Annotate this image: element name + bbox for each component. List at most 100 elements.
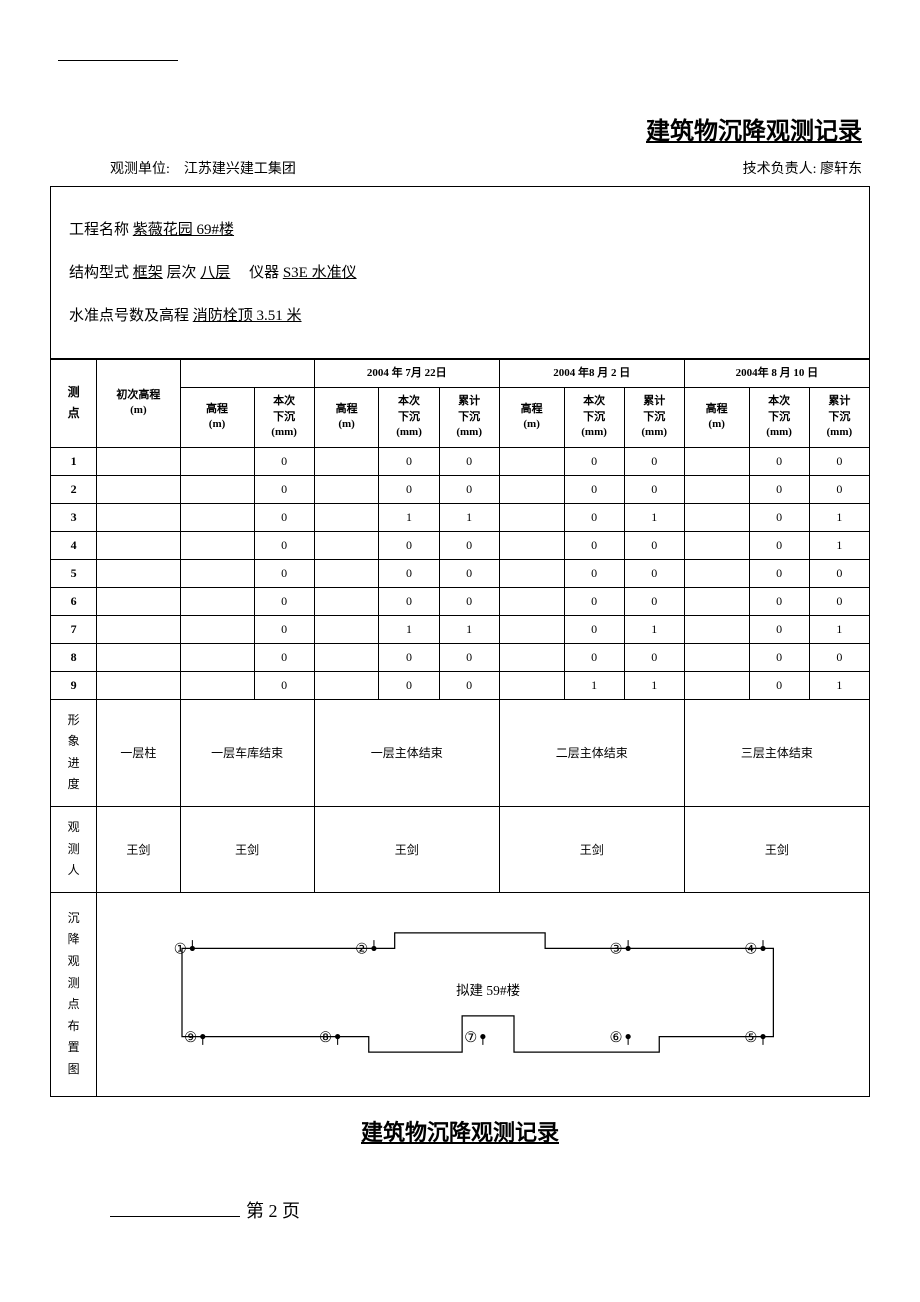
cell <box>684 531 749 559</box>
cell: 1 <box>51 447 97 475</box>
cell: 7 <box>51 615 97 643</box>
cell <box>684 643 749 671</box>
diagram-row: 沉 降 观 测 点 布 置 图 ①②③④⑤⑥⑦⑧⑨拟建 59#楼 <box>51 892 870 1096</box>
cell <box>180 559 254 587</box>
proj-value: 紫薇花园 69#楼 <box>133 211 234 250</box>
cell <box>97 587 180 615</box>
cell: 0 <box>809 587 869 615</box>
cell: 0 <box>564 643 624 671</box>
cell: 0 <box>254 531 314 559</box>
cell: 1 <box>564 671 624 699</box>
cell <box>314 587 379 615</box>
progress-label: 形 象 进 度 <box>51 699 97 806</box>
cell: 0 <box>564 559 624 587</box>
observer-c5: 王剑 <box>684 806 869 892</box>
cell <box>97 475 180 503</box>
cell <box>314 531 379 559</box>
proj-row: 工程名称 紫薇花园 69#楼 <box>69 211 851 250</box>
hdr-this1: 本次 下沉 (mm) <box>254 388 314 447</box>
cell: 0 <box>564 447 624 475</box>
cell: 0 <box>564 503 624 531</box>
struct-row: 结构型式 框架 层次 八层 仪器 S3E 水准仪 <box>69 254 851 293</box>
cell: 0 <box>379 671 439 699</box>
table-body: 1000000020000000301101014000000150000000… <box>51 447 870 699</box>
svg-text:⑧: ⑧ <box>319 1030 332 1046</box>
inst-label: 仪器 <box>249 265 279 281</box>
cell <box>314 475 379 503</box>
bench-row: 水准点号数及高程 消防栓顶 3.51 米 <box>69 297 851 336</box>
page-footer: 第 2 页 <box>50 1197 870 1223</box>
cell: 0 <box>624 643 684 671</box>
struct-value: 框架 <box>133 254 163 293</box>
cell: 0 <box>379 559 439 587</box>
cell: 1 <box>809 503 869 531</box>
cell: 0 <box>564 531 624 559</box>
cell: 0 <box>254 475 314 503</box>
hdr-init: 初次高程 (m) <box>97 360 180 448</box>
table-row: 70110101 <box>51 615 870 643</box>
svg-text:⑦: ⑦ <box>464 1030 477 1046</box>
hdr-date4: 2004年 8 月 10 日 <box>684 360 869 388</box>
cell: 0 <box>749 447 809 475</box>
cell: 0 <box>254 671 314 699</box>
hdr-elev3: 高程 (m) <box>499 388 564 447</box>
cell: 0 <box>624 587 684 615</box>
cell <box>314 559 379 587</box>
hdr-point: 测 点 <box>51 360 97 448</box>
cell <box>97 559 180 587</box>
inst-value: S3E 水准仪 <box>283 254 357 293</box>
cell <box>97 671 180 699</box>
hdr-this4: 本次 下沉 (mm) <box>749 388 809 447</box>
cell: 0 <box>564 475 624 503</box>
cell: 0 <box>254 587 314 615</box>
person-label: 技术负责人: <box>743 162 817 177</box>
cell <box>684 671 749 699</box>
observer-c2: 王剑 <box>180 806 314 892</box>
observer-c1: 王剑 <box>97 806 180 892</box>
main-title: 建筑物沉降观测记录 <box>50 111 870 146</box>
cell <box>180 643 254 671</box>
cell <box>499 643 564 671</box>
cell: 0 <box>564 587 624 615</box>
cell <box>499 475 564 503</box>
hdr-elev4: 高程 (m) <box>684 388 749 447</box>
hdr-date2: 2004 年 7月 22日 <box>314 360 499 388</box>
cell: 0 <box>809 475 869 503</box>
cell: 0 <box>379 447 439 475</box>
observer-row: 观 测 人 王剑 王剑 王剑 王剑 王剑 <box>51 806 870 892</box>
svg-text:④: ④ <box>745 941 758 957</box>
cell <box>684 587 749 615</box>
cell <box>499 615 564 643</box>
cell <box>684 475 749 503</box>
cell <box>499 559 564 587</box>
table-row: 60000000 <box>51 587 870 615</box>
diagram-cell: ①②③④⑤⑥⑦⑧⑨拟建 59#楼 <box>97 892 870 1096</box>
cell <box>180 503 254 531</box>
cell: 3 <box>51 503 97 531</box>
cell <box>499 587 564 615</box>
cell <box>180 447 254 475</box>
layout-diagram: ①②③④⑤⑥⑦⑧⑨拟建 59#楼 <box>99 899 867 1086</box>
table-row: 40000001 <box>51 531 870 559</box>
svg-text:②: ② <box>356 941 369 957</box>
cell: 0 <box>624 531 684 559</box>
cell <box>97 447 180 475</box>
cell: 0 <box>254 615 314 643</box>
cell: 0 <box>749 615 809 643</box>
cell <box>314 615 379 643</box>
cell <box>684 559 749 587</box>
cell: 0 <box>254 643 314 671</box>
cell: 0 <box>254 447 314 475</box>
org-label: 观测单位: <box>110 162 170 177</box>
cell: 0 <box>809 447 869 475</box>
person-value: 廖轩东 <box>820 162 862 177</box>
meta-row: 观测单位: 江苏建兴建工集团 技术负责人: 廖轩东 <box>50 158 870 178</box>
cell <box>499 531 564 559</box>
cell: 1 <box>809 671 869 699</box>
cell <box>499 503 564 531</box>
hdr-cum4: 累计 下沉 (mm) <box>809 388 869 447</box>
cell <box>499 671 564 699</box>
progress-row: 形 象 进 度 一层柱 一层车库结束 一层主体结束 二层主体结束 三层主体结束 <box>51 699 870 806</box>
cell <box>314 671 379 699</box>
subtitle: 建筑物沉降观测记录 <box>50 1115 870 1147</box>
